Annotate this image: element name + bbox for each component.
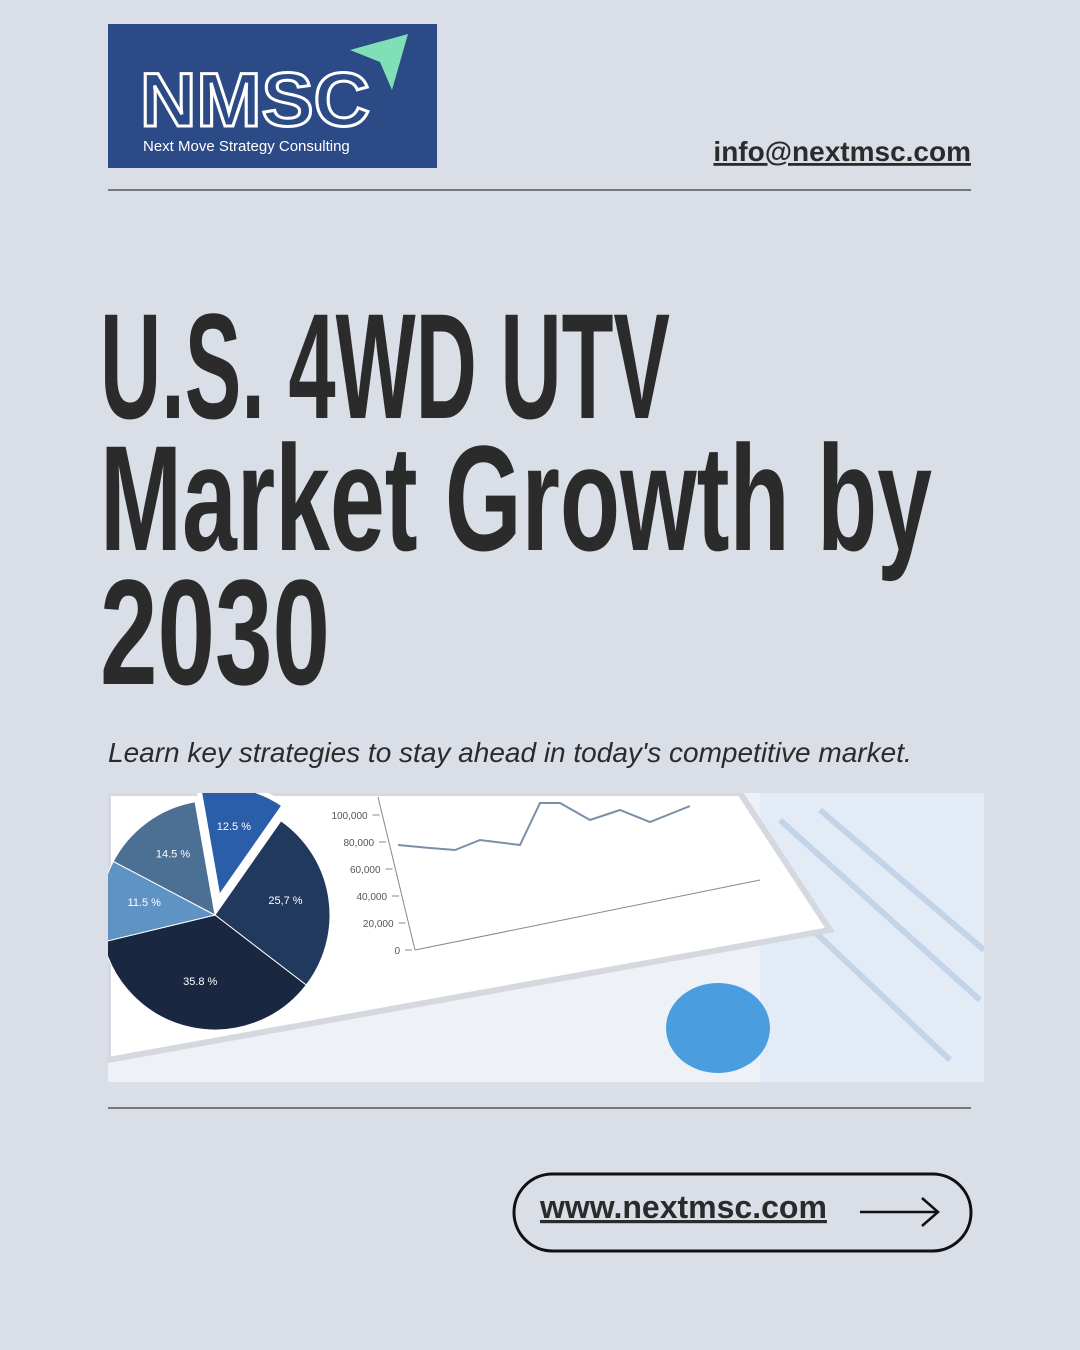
pie-label: 11.5 % (128, 897, 162, 909)
cta-arrow (860, 1197, 940, 1227)
pie-slice (108, 914, 307, 1031)
y-tick-label: 80,000 (343, 838, 374, 849)
logo-arrow (350, 34, 408, 90)
pie-slice (197, 793, 288, 906)
illustration: 12.5 % 25,7 % 35.8 % 11.5 % 14.5 % 0 20,000 40,… (108, 793, 984, 1082)
line-decoration (397, 802, 691, 852)
pie-label: 12.5 % (217, 821, 251, 833)
cta-url[interactable]: www.nextmsc.com (539, 1189, 827, 1225)
y-tick-label: 60,000 (350, 865, 381, 876)
email[interactable]: info@nextmsc.com (713, 136, 971, 167)
logo-tagline: Next Move Strategy Consulting (143, 138, 350, 155)
y-tick-label: 100,000 (331, 811, 368, 822)
pie-slice (112, 801, 216, 916)
x-axis (414, 879, 761, 951)
paper-pie (666, 983, 770, 1073)
headline-line: Market Growth by (100, 414, 932, 582)
pie-label: 14.5 % (156, 848, 190, 860)
y-tick-label: 0 (394, 946, 400, 957)
y-tick-label: 20,000 (363, 919, 394, 930)
pie-label: 35.8 % (183, 976, 217, 988)
y-axis (377, 796, 416, 951)
pie-slice (108, 860, 217, 942)
cta-button[interactable] (512, 1172, 973, 1253)
pie-label: 25,7 % (268, 895, 302, 907)
headline-line: U.S. 4WD UTV (100, 282, 670, 450)
pie-slice (214, 820, 331, 986)
y-tick-label: 40,000 (356, 892, 387, 903)
headline-line: 2030 (100, 548, 330, 716)
logo-brand: NMSC (140, 58, 370, 143)
subtitle: Learn key strategies to stay ahead in to… (108, 737, 912, 768)
logo: NMSC Next Move Strategy Consulting (108, 24, 437, 168)
